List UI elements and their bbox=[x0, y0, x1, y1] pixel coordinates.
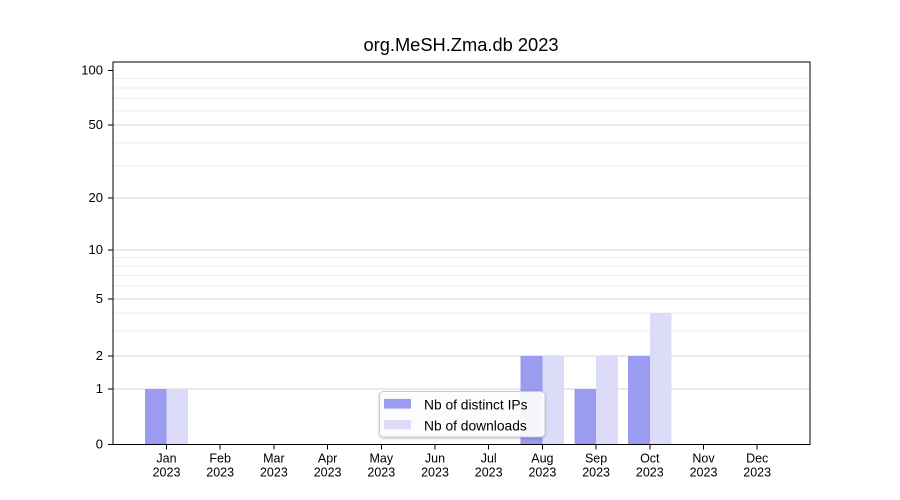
svg-text:2023: 2023 bbox=[421, 466, 449, 480]
svg-text:2023: 2023 bbox=[153, 466, 181, 480]
svg-text:Mar: Mar bbox=[263, 452, 285, 466]
svg-text:Nb of downloads: Nb of downloads bbox=[424, 419, 527, 434]
svg-text:Jun: Jun bbox=[425, 452, 445, 466]
svg-text:Jan: Jan bbox=[156, 452, 176, 466]
svg-text:2023: 2023 bbox=[260, 466, 288, 480]
svg-text:100: 100 bbox=[81, 62, 103, 77]
svg-text:Apr: Apr bbox=[318, 452, 337, 466]
svg-text:2023: 2023 bbox=[690, 466, 718, 480]
svg-text:20: 20 bbox=[89, 190, 103, 205]
svg-text:2023: 2023 bbox=[582, 466, 610, 480]
svg-text:org.MeSH.Zma.db 2023: org.MeSH.Zma.db 2023 bbox=[363, 34, 558, 55]
svg-text:Nb of distinct IPs: Nb of distinct IPs bbox=[424, 398, 528, 413]
svg-text:Oct: Oct bbox=[640, 452, 660, 466]
svg-text:2023: 2023 bbox=[314, 466, 342, 480]
svg-text:May: May bbox=[369, 452, 393, 466]
svg-text:5: 5 bbox=[96, 291, 103, 306]
svg-text:10: 10 bbox=[89, 242, 103, 257]
svg-text:Jul: Jul bbox=[481, 452, 497, 466]
svg-text:0: 0 bbox=[96, 437, 103, 452]
svg-text:2: 2 bbox=[96, 348, 103, 363]
svg-text:Feb: Feb bbox=[209, 452, 231, 466]
svg-text:2023: 2023 bbox=[636, 466, 664, 480]
svg-text:Nov: Nov bbox=[692, 452, 715, 466]
svg-text:2023: 2023 bbox=[367, 466, 395, 480]
svg-text:2023: 2023 bbox=[743, 466, 771, 480]
svg-text:Dec: Dec bbox=[746, 452, 768, 466]
svg-text:1: 1 bbox=[96, 381, 103, 396]
svg-text:Sep: Sep bbox=[585, 452, 607, 466]
svg-text:50: 50 bbox=[89, 117, 103, 132]
svg-text:2023: 2023 bbox=[528, 466, 556, 480]
svg-text:2023: 2023 bbox=[206, 466, 234, 480]
svg-text:2023: 2023 bbox=[475, 466, 503, 480]
svg-text:Aug: Aug bbox=[531, 452, 553, 466]
